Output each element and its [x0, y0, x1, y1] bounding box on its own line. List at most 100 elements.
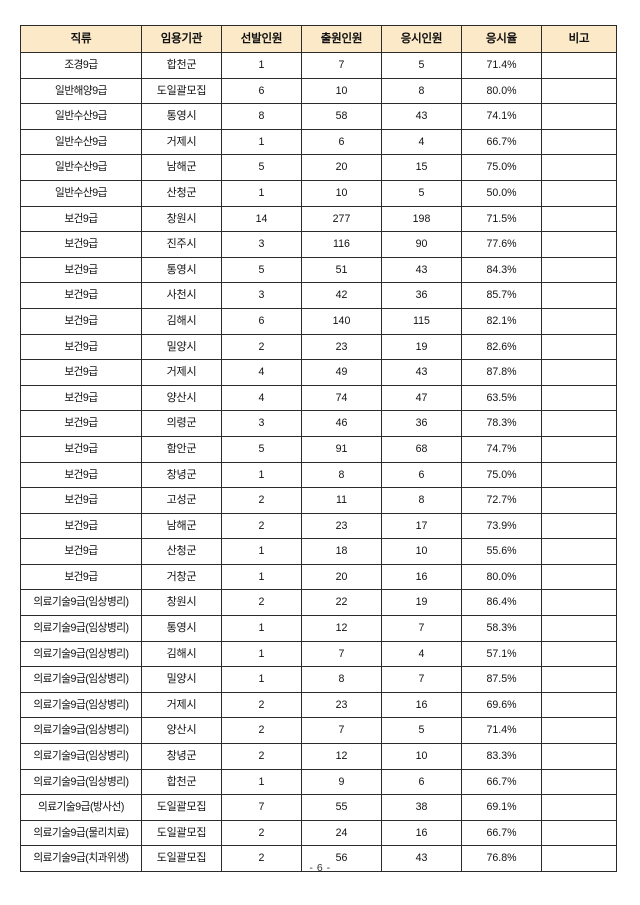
cell-gigwan: 합천군	[141, 52, 222, 79]
cell-seonbal: 2	[221, 589, 302, 617]
cell-eungsi-inwon: 16	[381, 563, 462, 591]
table-row: 조경9급 합천군 1 7 5 71.4%	[20, 52, 617, 79]
cell-chulwon: 42	[301, 282, 382, 309]
cell-chulwon: 58	[301, 103, 382, 130]
cell-gigwan: 도일괄모집	[141, 77, 222, 105]
cell-bigo	[541, 615, 617, 642]
cell-eungsi-yul: 71.5%	[461, 205, 542, 233]
cell-jikryu: 일반수산9급	[20, 154, 142, 181]
column-header-eungsi-yul: 응시율	[461, 25, 542, 53]
cell-seonbal: 1	[221, 538, 302, 565]
cell-eungsi-inwon: 16	[381, 691, 462, 719]
cell-seonbal: 4	[221, 359, 302, 386]
table-row: 일반수산9급 산청군 1 10 5 50.0%	[20, 179, 617, 207]
cell-seonbal: 5	[221, 256, 302, 284]
cell-gigwan: 창녕군	[141, 461, 222, 489]
cell-gigwan: 김해시	[141, 307, 222, 335]
cell-gigwan: 밀양시	[141, 666, 222, 693]
table-row: 보건9급 밀양시 2 23 19 82.6%	[20, 333, 617, 361]
cell-chulwon: 46	[301, 410, 382, 437]
cell-gigwan: 남해군	[141, 512, 222, 540]
cell-seonbal: 2	[221, 743, 302, 770]
cell-seonbal: 1	[221, 563, 302, 591]
cell-seonbal: 8	[221, 103, 302, 130]
cell-eungsi-yul: 74.1%	[461, 103, 542, 130]
cell-gigwan: 산청군	[141, 538, 222, 565]
cell-seonbal: 4	[221, 384, 302, 412]
cell-seonbal: 5	[221, 435, 302, 463]
cell-gigwan: 도일괄모집	[141, 794, 222, 821]
table-row: 의료기술9급(치과위생) 도일괄모집 2 56 43 76.8%	[20, 845, 617, 872]
cell-jikryu: 의료기술9급(치과위생)	[20, 845, 142, 872]
cell-eungsi-inwon: 10	[381, 743, 462, 770]
column-header-jikryu: 직류	[20, 25, 142, 53]
cell-chulwon: 10	[301, 77, 382, 105]
cell-eungsi-yul: 71.4%	[461, 717, 542, 745]
cell-seonbal: 7	[221, 794, 302, 821]
cell-gigwan: 양산시	[141, 717, 222, 745]
cell-eungsi-yul: 57.1%	[461, 640, 542, 668]
table-row: 보건9급 김해시 6 140 115 82.1%	[20, 307, 617, 335]
cell-eungsi-yul: 66.7%	[461, 819, 542, 847]
table-row: 보건9급 거창군 1 20 16 80.0%	[20, 563, 617, 591]
cell-jikryu: 보건9급	[20, 487, 142, 514]
cell-seonbal: 2	[221, 487, 302, 514]
cell-gigwan: 창원시	[141, 205, 222, 233]
cell-seonbal: 1	[221, 179, 302, 207]
cell-seonbal: 3	[221, 231, 302, 258]
cell-chulwon: 55	[301, 794, 382, 821]
cell-eungsi-inwon: 4	[381, 128, 462, 156]
cell-chulwon: 91	[301, 435, 382, 463]
cell-eungsi-inwon: 90	[381, 231, 462, 258]
table-row: 보건9급 고성군 2 11 8 72.7%	[20, 487, 617, 514]
table-row: 보건9급 창원시 14 277 198 71.5%	[20, 205, 617, 233]
table-row: 보건9급 산청군 1 18 10 55.6%	[20, 538, 617, 565]
cell-jikryu: 조경9급	[20, 52, 142, 79]
cell-jikryu: 보건9급	[20, 410, 142, 437]
cell-chulwon: 8	[301, 461, 382, 489]
cell-bigo	[541, 743, 617, 770]
cell-eungsi-yul: 55.6%	[461, 538, 542, 565]
table-row: 의료기술9급(방사선) 도일괄모집 7 55 38 69.1%	[20, 794, 617, 821]
cell-eungsi-yul: 76.8%	[461, 845, 542, 872]
cell-eungsi-yul: 50.0%	[461, 179, 542, 207]
cell-chulwon: 7	[301, 52, 382, 79]
cell-eungsi-yul: 69.1%	[461, 794, 542, 821]
cell-chulwon: 6	[301, 128, 382, 156]
cell-eungsi-yul: 66.7%	[461, 768, 542, 796]
cell-gigwan: 함안군	[141, 435, 222, 463]
table-body: 조경9급 합천군 1 7 5 71.4% 일반해양9급 도일괄모집 6 10 8 80.0% 일반수산9…	[20, 52, 617, 872]
cell-eungsi-yul: 71.4%	[461, 52, 542, 79]
cell-eungsi-yul: 82.6%	[461, 333, 542, 361]
cell-jikryu: 의료기술9급(임상병리)	[20, 717, 142, 745]
cell-chulwon: 7	[301, 640, 382, 668]
cell-jikryu: 의료기술9급(임상병리)	[20, 666, 142, 693]
cell-gigwan: 의령군	[141, 410, 222, 437]
cell-chulwon: 49	[301, 359, 382, 386]
cell-bigo	[541, 282, 617, 309]
cell-bigo	[541, 768, 617, 796]
cell-gigwan: 도일괄모집	[141, 819, 222, 847]
table-row: 의료기술9급(임상병리) 밀양시 1 8 7 87.5%	[20, 666, 617, 693]
cell-eungsi-inwon: 10	[381, 538, 462, 565]
cell-jikryu: 보건9급	[20, 231, 142, 258]
cell-chulwon: 10	[301, 179, 382, 207]
table-header-row: 직류 임용기관 선발인원 출원인원 응시인원 응시율 비고	[20, 25, 617, 53]
cell-seonbal: 2	[221, 717, 302, 745]
cell-chulwon: 11	[301, 487, 382, 514]
cell-gigwan: 창원시	[141, 589, 222, 617]
cell-bigo	[541, 103, 617, 130]
table-row: 의료기술9급(임상병리) 김해시 1 7 4 57.1%	[20, 640, 617, 668]
cell-bigo	[541, 410, 617, 437]
cell-eungsi-yul: 58.3%	[461, 615, 542, 642]
table-row: 일반수산9급 남해군 5 20 15 75.0%	[20, 154, 617, 181]
table-row: 보건9급 남해군 2 23 17 73.9%	[20, 512, 617, 540]
cell-gigwan: 남해군	[141, 154, 222, 181]
cell-jikryu: 보건9급	[20, 307, 142, 335]
cell-eungsi-inwon: 36	[381, 282, 462, 309]
cell-gigwan: 합천군	[141, 768, 222, 796]
cell-chulwon: 140	[301, 307, 382, 335]
cell-seonbal: 6	[221, 77, 302, 105]
recruitment-exam-statistics-table: 직류 임용기관 선발인원 출원인원 응시인원 응시율 비고 조경9급 합천군 1 7 5…	[20, 25, 617, 872]
